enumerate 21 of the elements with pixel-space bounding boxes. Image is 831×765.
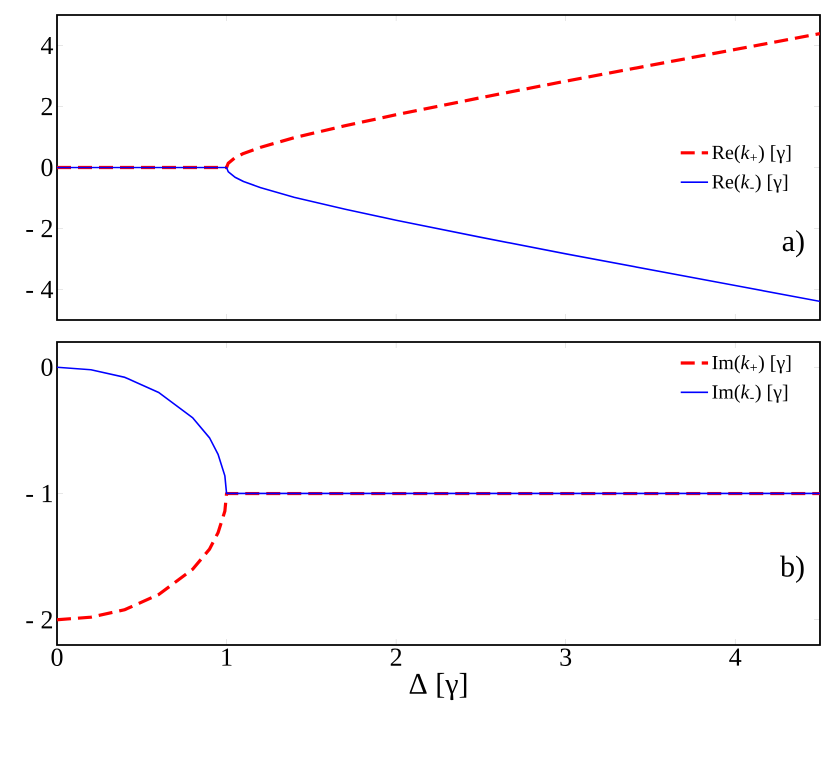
- x-tick-label: 4: [729, 648, 742, 666]
- annotation: a): [782, 230, 804, 258]
- y-tick-label: - 4: [26, 280, 54, 298]
- y-tick-label: 0: [41, 358, 52, 376]
- annotation: b): [780, 556, 804, 583]
- y-tick-label: 2: [42, 98, 52, 116]
- legend-label: Im(k$_{-}$) [γ]: [712, 384, 788, 403]
- x-axis-title: Δ [γ]: [410, 672, 466, 700]
- y-tick-label: 0: [41, 158, 52, 176]
- x-tick-label: 1: [222, 648, 232, 666]
- y-tick-label: - 2: [26, 611, 52, 628]
- line-series: [57, 492, 820, 622]
- y-tick-label: - 1: [26, 484, 52, 502]
- x-tick-label: 2: [390, 648, 402, 666]
- legend-label: Im(k$_{+}$) [γ]: [712, 355, 790, 374]
- legend-label: Re(k$_{-}$) [γ]: [712, 174, 788, 193]
- line-series: [57, 32, 820, 170]
- x-tick-label: 3: [560, 648, 572, 666]
- y-tick-label: - 2: [26, 220, 52, 238]
- legend-label: Re(k$_{+}$) [γ]: [712, 145, 790, 164]
- y-tick-label: 4: [40, 36, 54, 54]
